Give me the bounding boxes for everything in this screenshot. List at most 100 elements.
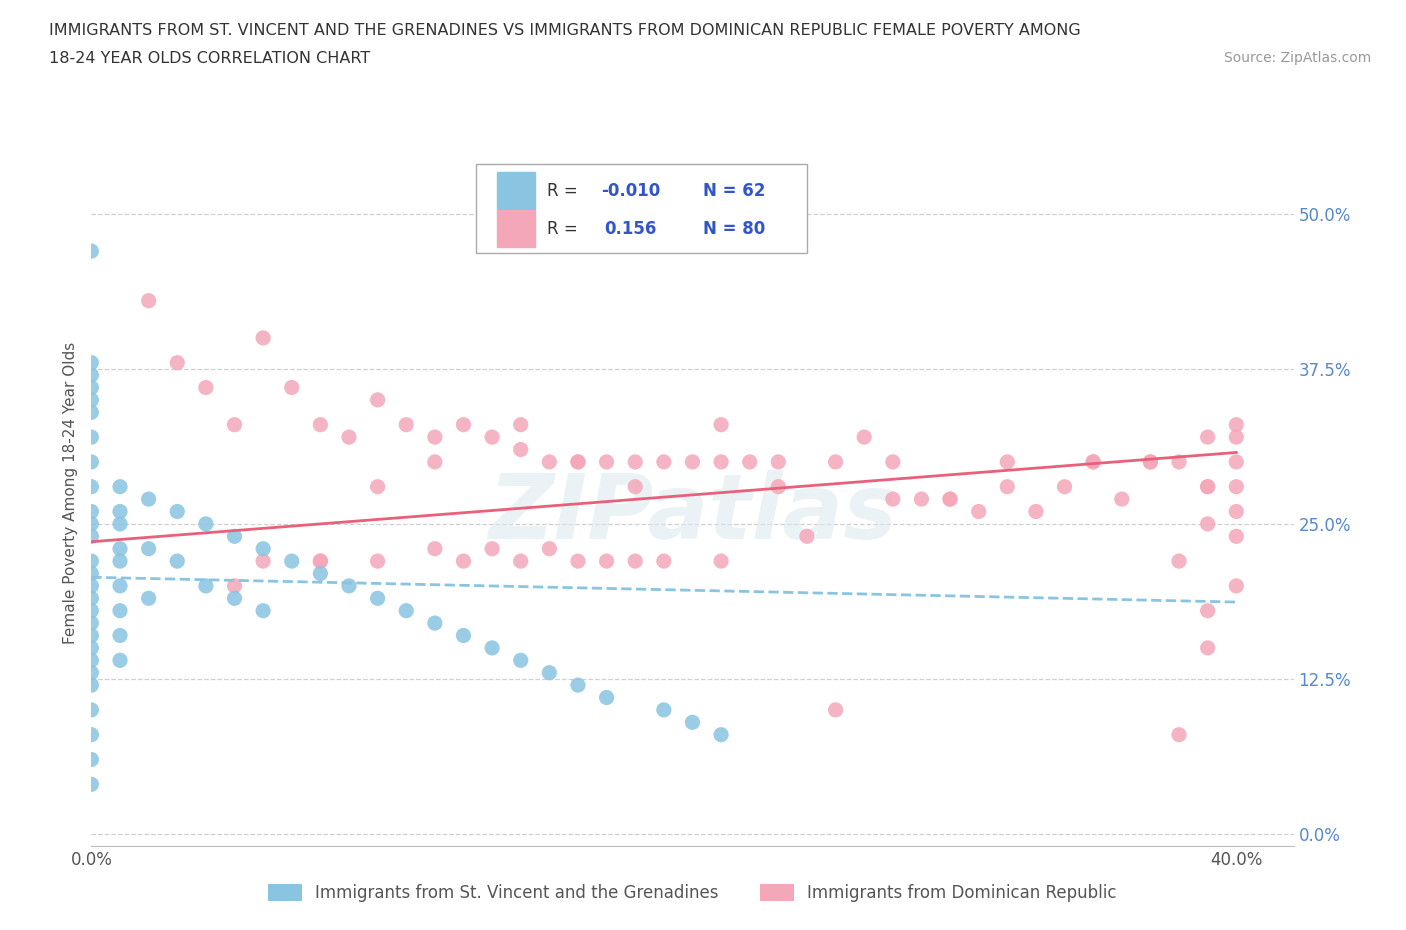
Point [1111, 492, 1133, 507]
Point [567, 553, 589, 568]
Point [652, 553, 675, 568]
Point [595, 690, 617, 705]
Point [509, 418, 531, 432]
Text: Source: ZipAtlas.com: Source: ZipAtlas.com [1223, 51, 1371, 65]
Point [652, 455, 675, 470]
Point [224, 529, 246, 544]
Point [481, 541, 503, 556]
Point [80, 504, 103, 519]
Point [337, 578, 360, 593]
Point [80, 616, 103, 631]
Point [1197, 479, 1219, 494]
Point [395, 604, 418, 618]
Point [1225, 504, 1247, 519]
Point [194, 516, 217, 531]
Point [1053, 479, 1076, 494]
Point [1197, 479, 1219, 494]
Point [1168, 727, 1191, 742]
Point [652, 702, 675, 717]
Point [423, 541, 446, 556]
Point [309, 566, 332, 581]
Point [281, 553, 304, 568]
Point [509, 553, 531, 568]
Point [80, 455, 103, 470]
Legend: Immigrants from St. Vincent and the Grenadines, Immigrants from Dominican Republ: Immigrants from St. Vincent and the Gren… [262, 877, 1123, 909]
Point [166, 355, 188, 370]
Point [824, 455, 846, 470]
Point [681, 715, 703, 730]
Point [796, 529, 818, 544]
FancyBboxPatch shape [477, 165, 807, 253]
Point [108, 653, 131, 668]
Point [681, 455, 703, 470]
Point [1197, 604, 1219, 618]
Point [509, 653, 531, 668]
Text: R =: R = [547, 219, 588, 238]
Point [1168, 455, 1191, 470]
Point [939, 492, 962, 507]
Point [853, 430, 876, 445]
Point [80, 752, 103, 767]
Point [1225, 479, 1247, 494]
Point [939, 492, 962, 507]
Point [738, 455, 761, 470]
Text: -0.010: -0.010 [602, 181, 661, 200]
Point [710, 727, 733, 742]
Point [995, 479, 1018, 494]
Point [80, 578, 103, 593]
Text: N = 80: N = 80 [703, 219, 765, 238]
Point [567, 455, 589, 470]
Point [80, 727, 103, 742]
Text: 18-24 YEAR OLDS CORRELATION CHART: 18-24 YEAR OLDS CORRELATION CHART [49, 51, 370, 66]
Point [1197, 430, 1219, 445]
Point [80, 678, 103, 693]
Text: IMMIGRANTS FROM ST. VINCENT AND THE GRENADINES VS IMMIGRANTS FROM DOMINICAN REPU: IMMIGRANTS FROM ST. VINCENT AND THE GREN… [49, 23, 1081, 38]
Point [80, 591, 103, 605]
Point [80, 479, 103, 494]
Point [80, 702, 103, 717]
Point [395, 418, 418, 432]
Point [1225, 529, 1247, 544]
Point [423, 430, 446, 445]
Point [538, 541, 561, 556]
Point [423, 455, 446, 470]
Point [108, 479, 131, 494]
Point [80, 430, 103, 445]
Point [252, 553, 274, 568]
Point [138, 541, 160, 556]
Point [367, 392, 389, 407]
Point [138, 293, 160, 308]
Point [1225, 430, 1247, 445]
Point [453, 553, 475, 568]
Point [624, 553, 647, 568]
Point [194, 380, 217, 395]
Point [423, 616, 446, 631]
Point [80, 641, 103, 656]
Point [252, 604, 274, 618]
Point [967, 504, 990, 519]
Point [309, 418, 332, 432]
Point [1139, 455, 1161, 470]
Point [309, 553, 332, 568]
Point [80, 405, 103, 419]
Point [138, 591, 160, 605]
Point [910, 492, 932, 507]
Point [768, 455, 790, 470]
Point [481, 430, 503, 445]
Point [1081, 455, 1104, 470]
Point [108, 604, 131, 618]
Point [80, 380, 103, 395]
Point [595, 455, 617, 470]
Point [224, 418, 246, 432]
Point [509, 442, 531, 457]
Point [624, 455, 647, 470]
Point [108, 578, 131, 593]
Point [108, 504, 131, 519]
Point [882, 492, 904, 507]
Point [108, 516, 131, 531]
Y-axis label: Female Poverty Among 18-24 Year Olds: Female Poverty Among 18-24 Year Olds [62, 342, 77, 644]
Point [995, 455, 1018, 470]
Point [80, 628, 103, 643]
Point [710, 553, 733, 568]
Point [1225, 418, 1247, 432]
